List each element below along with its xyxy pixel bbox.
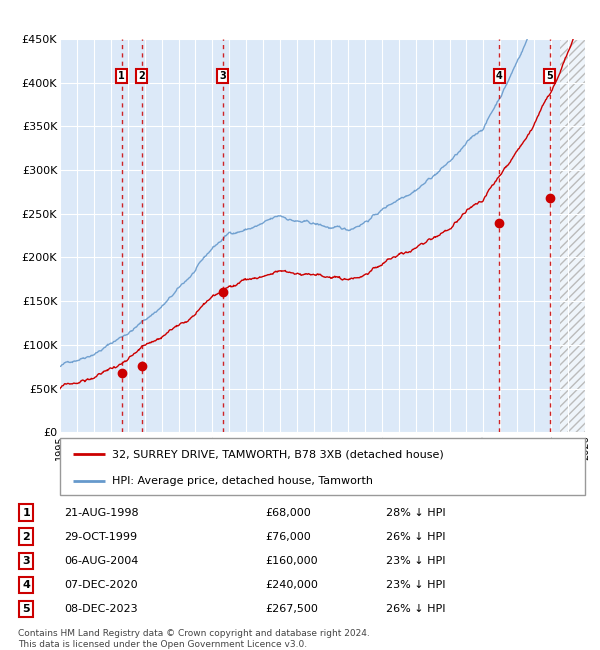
Text: 29-OCT-1999: 29-OCT-1999 [64,532,137,541]
Text: 2: 2 [23,532,30,541]
Text: 4: 4 [496,72,503,81]
Bar [560,39,585,432]
Text: £240,000: £240,000 [265,580,319,590]
Text: 06-AUG-2004: 06-AUG-2004 [64,556,138,566]
Text: 2: 2 [139,72,145,81]
Text: Contains HM Land Registry data © Crown copyright and database right 2024.
This d: Contains HM Land Registry data © Crown c… [18,629,370,649]
Text: 5: 5 [23,604,30,614]
Text: 08-DEC-2023: 08-DEC-2023 [64,604,137,614]
FancyBboxPatch shape [60,438,585,495]
Text: £76,000: £76,000 [265,532,311,541]
Text: 28% ↓ HPI: 28% ↓ HPI [386,508,446,517]
Text: 07-DEC-2020: 07-DEC-2020 [64,580,137,590]
Text: 26% ↓ HPI: 26% ↓ HPI [386,532,446,541]
Text: HPI: Average price, detached house, Tamworth: HPI: Average price, detached house, Tamw… [113,476,373,486]
Text: £160,000: £160,000 [265,556,318,566]
Text: 1: 1 [23,508,30,517]
Text: 3: 3 [219,72,226,81]
Text: 21-AUG-1998: 21-AUG-1998 [64,508,139,517]
Text: 5: 5 [547,72,553,81]
Text: 32, SURREY DRIVE, TAMWORTH, B78 3XB (detached house): 32, SURREY DRIVE, TAMWORTH, B78 3XB (det… [113,449,444,459]
Text: 1: 1 [118,72,125,81]
Text: 4: 4 [22,580,31,590]
Text: 23% ↓ HPI: 23% ↓ HPI [386,580,446,590]
Bar [560,39,585,432]
Text: 26% ↓ HPI: 26% ↓ HPI [386,604,446,614]
Text: £267,500: £267,500 [265,604,319,614]
Text: 23% ↓ HPI: 23% ↓ HPI [386,556,446,566]
Text: £68,000: £68,000 [265,508,311,517]
Text: 3: 3 [23,556,30,566]
